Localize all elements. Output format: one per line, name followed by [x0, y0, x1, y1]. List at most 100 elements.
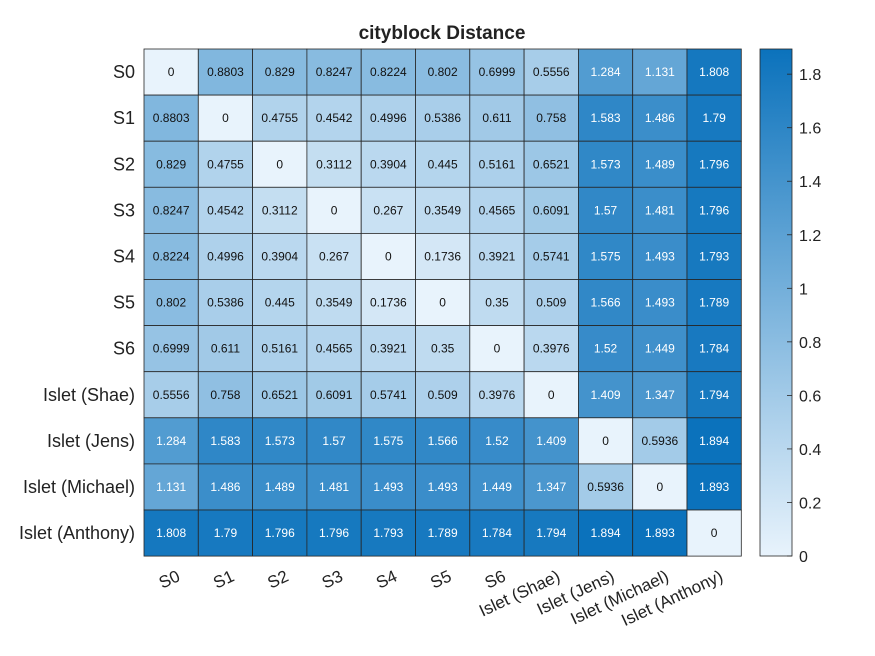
cell-value-label: 0.4565	[479, 203, 516, 217]
cell-value-label: 1.893	[645, 526, 675, 540]
heatmap-cell	[360, 463, 416, 511]
heatmap-cell	[306, 48, 362, 96]
heatmap-cell	[469, 94, 525, 142]
heatmap-cell	[197, 232, 254, 280]
heatmap-cell	[686, 48, 742, 96]
cell-value-label: 1.796	[319, 526, 349, 540]
heatmap-cells: 0 0.8803 0.829 0.8247 0.8224 0.802 0.6999 0.555…	[143, 48, 742, 557]
cell-value-label: 1.784	[482, 526, 512, 540]
cell-value-label: 1.284	[591, 65, 621, 79]
y-tick-label: S3	[113, 200, 135, 220]
heatmap-cell	[415, 279, 471, 326]
cell-value-label: 0.509	[428, 388, 458, 402]
cell-value-label: 0.758	[536, 111, 566, 125]
heatmap-cell	[523, 325, 579, 373]
heatmap-cell	[469, 140, 525, 188]
heatmap-cell	[360, 371, 416, 419]
cell-value-label: 1.894	[591, 526, 621, 540]
cell-value-label: 0.5386	[207, 296, 244, 310]
colorbar-tick-label: 1	[799, 281, 808, 298]
x-tick-label: S0	[156, 567, 183, 593]
heatmap-cell	[686, 371, 742, 419]
cell-value-label: 0.6521	[261, 388, 298, 402]
cell-value-label: 1.52	[485, 434, 509, 448]
heatmap-cell	[143, 463, 199, 511]
heatmap-cell	[306, 325, 362, 373]
cell-value-label: 1.489	[265, 480, 295, 494]
heatmap-cell	[252, 94, 308, 142]
heatmap-cell	[469, 325, 525, 373]
cell-value-label: 0.1736	[370, 296, 407, 310]
colorbar-tick-label: 0.4	[799, 442, 821, 459]
cell-value-label: 0.6999	[153, 342, 190, 356]
heatmap-cell	[686, 417, 742, 465]
cell-value-label: 0.611	[211, 342, 240, 356]
heatmap-cell	[143, 140, 199, 188]
heatmap-cell	[415, 417, 471, 465]
cell-value-label: 0.6999	[479, 65, 516, 79]
heatmap-cell	[632, 186, 688, 234]
x-tick-label: S5	[427, 567, 454, 593]
cell-value-label: 1.493	[645, 249, 675, 263]
cell-value-label: 1.493	[373, 480, 403, 494]
cell-value-label: 0.3976	[479, 388, 516, 402]
cell-value-label: 0.3112	[262, 203, 298, 217]
cell-value-label: 1.566	[591, 296, 621, 310]
heatmap-cell	[360, 140, 416, 188]
heatmap-cell	[686, 186, 742, 234]
colorbar-tick-label: 0.2	[799, 495, 821, 512]
cell-value-label: 0.8247	[316, 65, 353, 79]
cell-value-label: 1.796	[699, 157, 729, 171]
heatmap-cell	[686, 232, 742, 280]
cell-value-label: 1.131	[645, 65, 675, 79]
heatmap-cell	[360, 232, 416, 280]
heatmap-cell	[197, 371, 254, 419]
heatmap-cell	[632, 509, 688, 557]
heatmap-cell	[686, 463, 742, 511]
y-tick-label: Islet (Jens)	[47, 431, 135, 451]
colorbar-tick-label: 1.2	[799, 228, 821, 245]
cell-value-label: 1.808	[156, 526, 186, 540]
cell-value-label: 0.4755	[261, 111, 298, 125]
cell-value-label: 0.267	[373, 203, 403, 217]
heatmap-cell	[632, 325, 688, 373]
heatmap-cell	[252, 325, 308, 373]
colorbar: 0 0.2 0.4 0.6 0.8 1 1.2 1.4 1.6 1.8	[759, 48, 821, 566]
heatmap-cell	[306, 463, 362, 511]
cell-value-label: 1.793	[373, 526, 403, 540]
cell-value-label: 0.5556	[533, 65, 570, 79]
cell-value-label: 1.131	[156, 480, 186, 494]
cell-value-label: 1.449	[482, 480, 512, 494]
cell-value-label: 1.575	[373, 434, 403, 448]
cell-value-label: 0.3112	[316, 157, 352, 171]
heatmap-cell	[252, 232, 308, 280]
cell-value-label: 0.611	[482, 111, 511, 125]
cell-value-label: 0	[602, 434, 609, 448]
cell-value-label: 0.8803	[207, 65, 244, 79]
cell-value-label: 0.4565	[316, 342, 353, 356]
cell-value-label: 0.35	[431, 342, 455, 356]
cell-value-label: 0.445	[428, 157, 458, 171]
heatmap-cell	[252, 186, 308, 234]
cell-value-label: 0.802	[428, 65, 458, 79]
heatmap-cell	[632, 94, 688, 142]
cell-value-label: 1.573	[265, 434, 295, 448]
y-tick-label: Islet (Michael)	[23, 477, 135, 497]
cell-value-label: 1.493	[428, 480, 458, 494]
heatmap-cell	[578, 140, 634, 188]
heatmap-cell	[578, 279, 634, 326]
cell-value-label: 0.8224	[370, 65, 407, 79]
cell-value-label: 1.481	[319, 480, 349, 494]
heatmap-cell	[143, 94, 199, 142]
cell-value-label: 0.509	[536, 296, 566, 310]
heatmap-cell	[523, 417, 579, 465]
heatmap-cell	[306, 186, 362, 234]
cell-value-label: 0	[222, 111, 229, 125]
cell-value-label: 0	[657, 480, 664, 494]
cell-value-label: 0	[439, 296, 446, 310]
heatmap-cell	[143, 325, 199, 373]
heatmap-cell	[469, 232, 525, 280]
heatmap-cell	[578, 417, 634, 465]
colorbar-tick-label: 0.8	[799, 335, 821, 352]
